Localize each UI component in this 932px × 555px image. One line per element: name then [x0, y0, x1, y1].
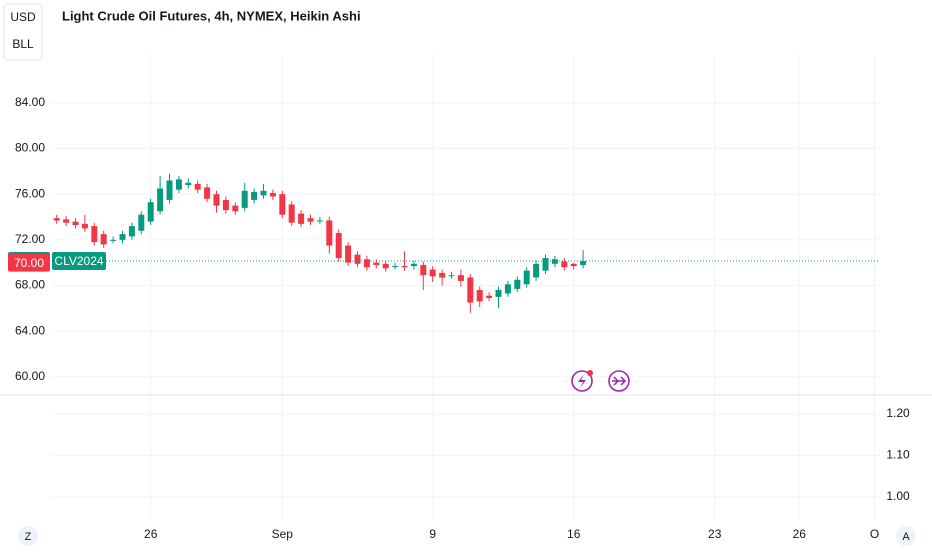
x-tick-label: 16: [567, 527, 581, 541]
lightning-icon[interactable]: [571, 370, 593, 392]
y-tick-label: 80.00: [15, 141, 45, 155]
symbol-label: CLV2024: [54, 254, 103, 268]
candle-body: [429, 269, 436, 277]
candle-body: [63, 219, 70, 223]
candle-body: [495, 290, 502, 297]
candle-body: [100, 234, 107, 245]
candle-body: [504, 284, 511, 294]
other-price-box: [8, 253, 50, 272]
candle-body: [53, 218, 60, 221]
candle-body: [580, 261, 587, 265]
candle-body: [326, 220, 333, 246]
y-tick-label: 64.00: [15, 323, 45, 337]
candle-body: [514, 279, 521, 289]
candle-body: [213, 194, 220, 206]
candle-body: [269, 193, 276, 197]
candle-body: [486, 295, 493, 299]
candle-body: [476, 290, 483, 302]
candle-body: [288, 204, 295, 223]
candle-body: [533, 263, 540, 278]
y-tick-label: 76.00: [15, 186, 45, 200]
candle-body: [542, 258, 549, 271]
x-tick-label: 26: [793, 527, 807, 541]
candle-body: [448, 275, 455, 277]
overlays: 60.00 64.00 68.00 72.00 76.00 80.00 84.00 1.00 1…: [8, 95, 910, 541]
candle-body: [551, 259, 558, 264]
unit-panel: [3, 3, 43, 61]
action-icons: [571, 370, 630, 392]
x-tick-label: 23: [708, 527, 722, 541]
zoom-button-bg: [18, 526, 38, 546]
y-tick-label: 84.00: [15, 95, 45, 109]
candle-body: [232, 205, 239, 212]
candle-body: [467, 277, 474, 303]
candle-body: [335, 232, 342, 259]
candle-body: [392, 266, 399, 268]
candle-body: [457, 275, 464, 281]
y2-tick-label: 1.20: [886, 406, 910, 420]
candle-body: [147, 202, 154, 222]
y-tick-label: 60.00: [15, 369, 45, 383]
candle-body: [345, 245, 352, 263]
candle-body: [363, 259, 370, 268]
candle-body: [410, 263, 417, 267]
candle-body: [138, 214, 145, 231]
candle-body: [523, 270, 530, 285]
y2-tick-label: 1.10: [886, 448, 910, 462]
auto-button[interactable]: A: [902, 531, 910, 543]
candle-body: [241, 190, 248, 208]
candle-body: [307, 218, 314, 222]
candle-body: [561, 261, 568, 268]
y-tick-label: 68.00: [15, 278, 45, 292]
candle-body: [298, 213, 305, 224]
candle-body: [222, 199, 229, 211]
candle-body: [166, 180, 173, 200]
candle-body: [260, 190, 267, 196]
symbol-box: [52, 252, 106, 271]
candle-body: [420, 264, 427, 276]
y2-tick-label: 1.00: [886, 489, 910, 503]
currency-button[interactable]: USD: [10, 10, 36, 24]
x-tick-label: 26: [144, 527, 158, 541]
candle-body: [175, 179, 182, 190]
y-tick-label: 72.00: [15, 232, 45, 246]
candles: [53, 173, 587, 313]
forward-glyph: [612, 376, 627, 386]
unit-button[interactable]: BLL: [12, 37, 34, 51]
candle-body: [81, 223, 88, 229]
lightning-glyph: [578, 374, 586, 388]
candle-body: [316, 220, 323, 222]
candle-body: [194, 183, 201, 190]
candle-body: [110, 239, 117, 241]
candle-body: [128, 226, 135, 237]
candle-body: [279, 194, 286, 215]
candle-body: [157, 188, 164, 212]
chart-title: Light Crude Oil Futures, 4h, NYMEX, Heik…: [62, 8, 361, 23]
other-price-label: 70.00: [14, 256, 44, 270]
candle-body: [251, 191, 258, 200]
grid: [52, 55, 880, 520]
candle-body: [185, 182, 192, 186]
candle-body: [91, 226, 98, 243]
candle-body: [382, 263, 389, 269]
x-tick-label: 9: [429, 527, 436, 541]
x-tick-label: O: [870, 527, 879, 541]
candle-body: [354, 254, 361, 264]
candle-body: [401, 266, 408, 268]
zoom-button[interactable]: Z: [25, 531, 32, 543]
forward-icon[interactable]: [608, 370, 630, 392]
auto-button-bg: [896, 526, 916, 546]
candle-body: [570, 263, 577, 267]
candle-body: [204, 187, 211, 199]
notification-dot: [587, 370, 593, 376]
x-tick-label: Sep: [272, 527, 294, 541]
candle-body: [373, 262, 380, 265]
candle-body: [439, 272, 446, 278]
candle-body: [72, 221, 79, 225]
candle-body: [119, 234, 126, 240]
